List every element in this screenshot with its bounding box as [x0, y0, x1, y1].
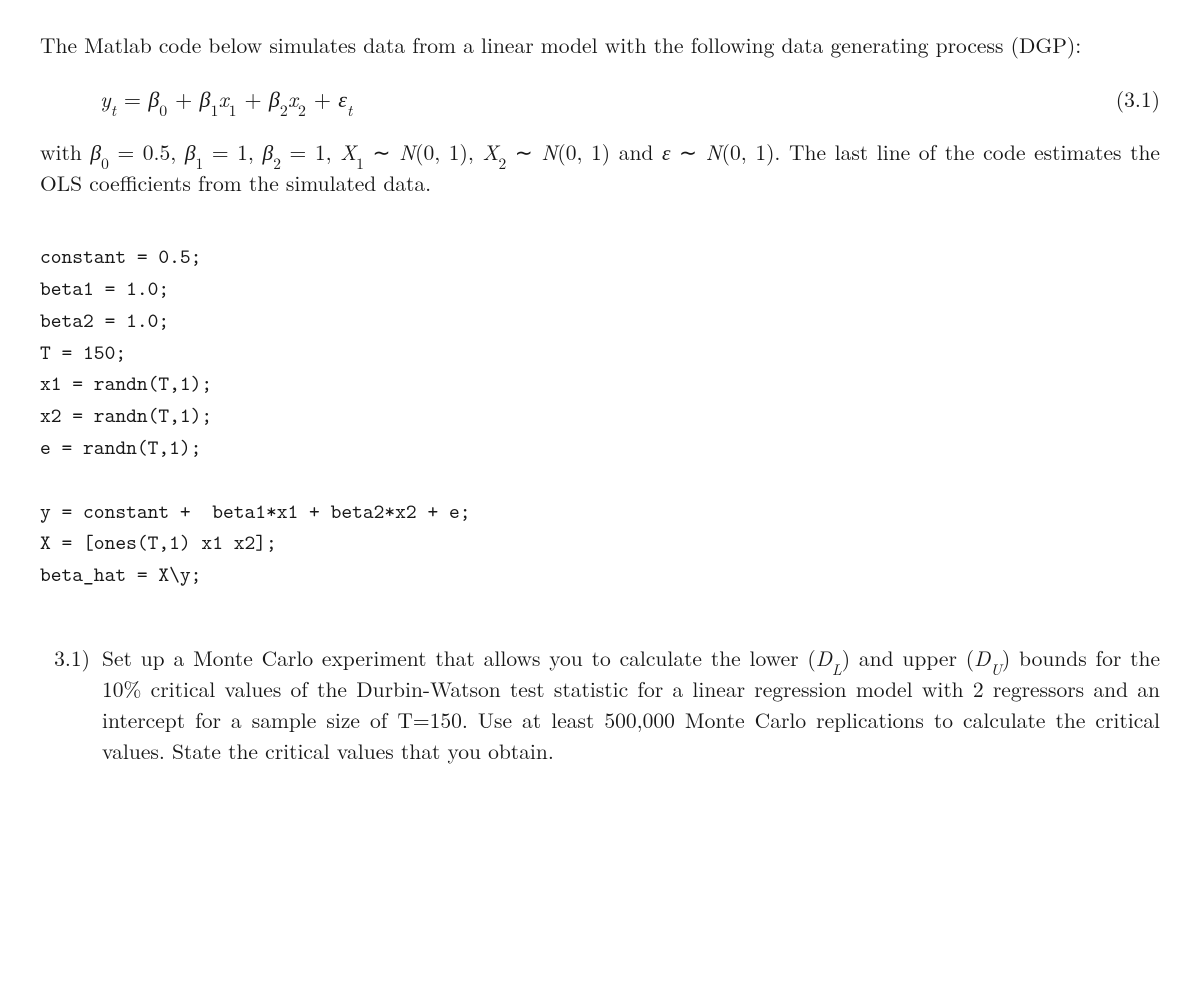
equation-row: yt = β0 + β1x1 + β2x2 + εt (3.1) [40, 83, 1160, 115]
eq-x1: x1 [218, 83, 236, 114]
params-N2-args: (0, 1) and [557, 137, 662, 167]
params-x1: X [340, 137, 356, 167]
q-DL: DL [816, 643, 842, 673]
params-b0: β [90, 137, 101, 167]
params-b1: β [185, 137, 196, 167]
question-row: 3.1) Set up a Monte Carlo experiment tha… [40, 643, 1160, 768]
params-b0-val: = 0.5, [109, 137, 185, 167]
eq-plus1: + [175, 83, 199, 114]
eq-b2: β2 [269, 83, 288, 114]
params-N2: N [541, 137, 557, 167]
params-x2: X [482, 137, 498, 167]
matlab-code-block: constant = 0.5; beta1 = 1.0; beta2 = 1.0… [40, 241, 1160, 590]
params-x2-sub: 2 [498, 153, 506, 174]
eq-b0: β0 [148, 83, 167, 114]
intro-paragraph: The Matlab code below simulates data fro… [40, 30, 1160, 61]
params-N1: N [399, 137, 415, 167]
page-container: The Matlab code below simulates data fro… [0, 0, 1200, 994]
params-dist1: ∼ [364, 137, 399, 167]
params-b2: β [263, 137, 274, 167]
eq-b1: β1 [200, 83, 219, 114]
eq-plus3: + [314, 83, 338, 114]
params-b2-sub: 2 [273, 153, 281, 174]
eq-plus2: + [244, 83, 268, 114]
equation-number: (3.1) [1096, 84, 1160, 115]
eq-eps: εt [338, 83, 352, 114]
question-label: 3.1) [40, 643, 102, 674]
params-b2-val: = 1, [281, 137, 340, 167]
params-prefix: with [40, 137, 90, 167]
params-dist3: ∼ [670, 137, 705, 167]
q-DU: DU [974, 643, 1002, 673]
params-x1-sub: 1 [356, 153, 364, 174]
params-paragraph: with β0 = 0.5, β1 = 1, β2 = 1, X1 ∼ N(0,… [40, 137, 1160, 199]
eq-x2: x2 [288, 83, 306, 114]
eq-eq: = [124, 83, 148, 114]
q-pre: Set up a Monte Carlo experiment that all… [102, 643, 816, 673]
params-b0-sub: 0 [101, 153, 109, 174]
params-b1-sub: 1 [196, 153, 204, 174]
params-dist2: ∼ [506, 137, 541, 167]
params-N1-args: (0, 1), [415, 137, 482, 167]
params-b1-val: = 1, [203, 137, 262, 167]
equation-body: yt = β0 + β1x1 + β2x2 + εt [100, 83, 1096, 115]
eq-yt: yt [100, 83, 116, 114]
q-mid1: ) and upper ( [842, 643, 974, 673]
params-N3: N [706, 137, 722, 167]
question-text: Set up a Monte Carlo experiment that all… [102, 643, 1160, 768]
